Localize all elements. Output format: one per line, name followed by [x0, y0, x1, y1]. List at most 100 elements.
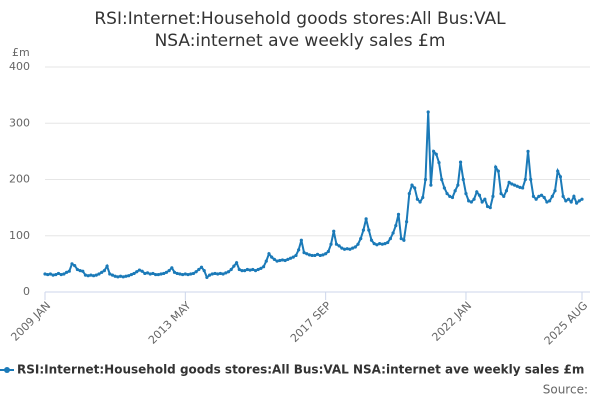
point: [310, 253, 314, 258]
point: [275, 259, 279, 263]
point: [213, 271, 217, 276]
point: [575, 201, 579, 205]
point: [143, 271, 147, 276]
point: [229, 267, 233, 272]
point: [321, 253, 325, 257]
point: [521, 186, 525, 190]
point: [480, 200, 484, 204]
point: [564, 199, 568, 203]
point: [64, 270, 69, 274]
point: [534, 197, 538, 201]
x-tick-label: 2013 MAY: [146, 299, 194, 347]
point: [440, 177, 444, 182]
point: [580, 197, 584, 201]
point: [531, 194, 536, 198]
point: [434, 152, 438, 156]
point: [264, 259, 268, 263]
point: [461, 177, 465, 182]
point: [340, 246, 344, 250]
point: [283, 258, 287, 263]
point: [48, 272, 52, 276]
point: [127, 274, 131, 278]
point: [361, 228, 366, 232]
point: [329, 242, 333, 246]
point: [453, 189, 457, 193]
y-tick-label: 100: [9, 229, 30, 242]
point: [59, 272, 63, 277]
y-tick-label: 400: [9, 60, 30, 73]
point: [135, 270, 139, 274]
point: [418, 200, 422, 204]
point: [205, 275, 209, 279]
point: [51, 273, 55, 277]
point: [537, 194, 541, 198]
point: [251, 267, 255, 272]
y-tick-label: 200: [9, 173, 30, 186]
x-tick-label: 2017 SEP: [288, 299, 334, 345]
point: [94, 273, 98, 277]
point: [431, 149, 436, 153]
point: [70, 262, 74, 266]
point: [515, 184, 519, 188]
point: [299, 238, 303, 242]
point: [386, 240, 390, 245]
point: [172, 270, 177, 274]
point: [334, 242, 339, 246]
point: [137, 268, 142, 272]
point: [56, 271, 61, 276]
point: [324, 252, 328, 256]
point: [243, 269, 247, 273]
point: [364, 217, 368, 221]
point: [237, 267, 241, 272]
point: [445, 191, 449, 196]
point: [348, 247, 352, 251]
point: [270, 255, 274, 259]
point: [218, 271, 223, 276]
point: [62, 272, 66, 276]
legend-marker: [4, 367, 10, 373]
point: [507, 180, 511, 184]
point: [297, 248, 301, 252]
x-tick-label: 2022 JAN: [429, 299, 474, 344]
point: [318, 253, 322, 258]
point: [483, 197, 487, 201]
point: [175, 271, 179, 276]
point: [369, 238, 374, 242]
point: [302, 251, 306, 255]
point: [259, 266, 263, 270]
point: [73, 263, 77, 268]
point: [116, 275, 120, 279]
point: [307, 253, 312, 257]
point: [164, 270, 169, 274]
point: [178, 272, 182, 276]
point: [294, 253, 298, 258]
point: [86, 274, 90, 278]
point: [502, 194, 506, 198]
point: [191, 271, 196, 276]
y-tick-label: 300: [9, 116, 30, 129]
point: [423, 177, 428, 182]
point: [145, 271, 150, 275]
point: [485, 204, 490, 209]
point: [415, 197, 419, 201]
point: [429, 183, 433, 187]
point: [391, 231, 395, 235]
point: [156, 272, 160, 277]
point: [118, 274, 123, 278]
point: [467, 199, 471, 203]
point: [450, 195, 455, 200]
point: [286, 257, 290, 261]
point: [351, 246, 355, 250]
point: [353, 245, 357, 249]
point: [426, 110, 430, 114]
point: [46, 272, 50, 277]
point: [337, 244, 341, 248]
point: [159, 272, 163, 276]
point: [402, 238, 406, 242]
point: [162, 271, 166, 276]
point: [148, 272, 152, 276]
point: [81, 269, 85, 273]
point: [202, 269, 206, 273]
point: [154, 272, 158, 277]
